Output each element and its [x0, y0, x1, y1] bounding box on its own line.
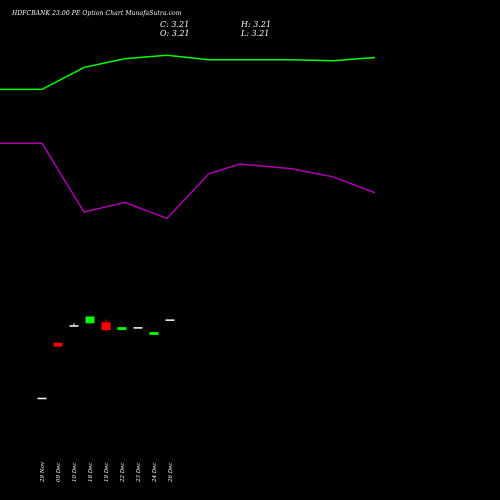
candle-22-dec	[117, 327, 127, 331]
candle-26-dec	[165, 319, 175, 321]
x-tick-label: 09 Dec	[56, 463, 62, 483]
candle-body	[165, 319, 175, 321]
magenta-indicator-line	[0, 142, 376, 220]
high-value: H: 3.21	[241, 20, 272, 29]
candle-29-nov	[37, 397, 47, 400]
x-tick-label: 26 Dec	[168, 463, 174, 484]
candle-body	[53, 342, 63, 347]
candle-09-dec	[53, 342, 63, 347]
green-indicator-line	[0, 54, 376, 91]
chart-title: HDFCBANK 23.00 PE Option Chart MunafaSut…	[12, 10, 182, 17]
candle-body	[133, 327, 143, 329]
x-tick-label: 23 Dec	[136, 463, 142, 484]
close-value: C: 3.21	[160, 20, 190, 29]
x-tick-label: 29 Nov	[40, 461, 46, 483]
x-tick-label: 19 Dec	[104, 463, 110, 483]
candle-body	[37, 397, 47, 400]
candle-19-dec	[101, 319, 111, 332]
x-tick-label: 18 Dec	[88, 463, 94, 483]
x-tick-label: 24 Dec	[152, 463, 158, 484]
x-tick-label: 22 Dec	[120, 463, 126, 484]
candle-body	[69, 325, 79, 327]
x-tick-label: 10 Dec	[72, 463, 78, 483]
candle-body	[117, 327, 127, 331]
candle-body	[101, 322, 111, 331]
candle-body	[149, 332, 159, 335]
low-value: L: 3.21	[241, 29, 270, 38]
open-value: O: 3.21	[160, 29, 190, 38]
candle-body	[85, 316, 95, 324]
candle-23-dec	[133, 327, 143, 329]
candle-18-dec	[85, 316, 95, 324]
candle-24-dec	[149, 332, 159, 335]
candle-10-dec	[69, 323, 79, 327]
